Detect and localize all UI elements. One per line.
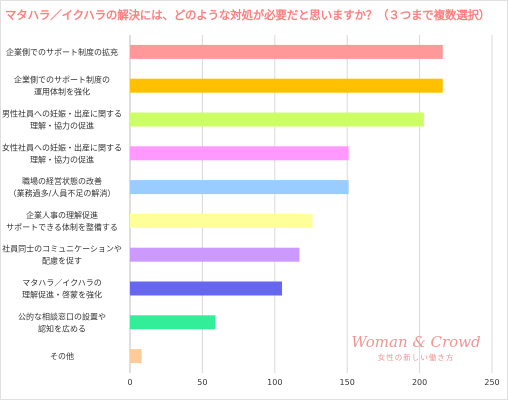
category-label: 男性社員への妊娠・出産に関する [2,109,122,119]
bar [130,180,349,195]
bar [130,146,349,161]
x-tick-label: 150 [340,378,355,387]
chart-title: マタハラ／イクハラの解決には、どのような対処が必要だと思いますか？（３つまで複数… [5,8,491,22]
bar [130,112,424,127]
category-label: その他 [50,351,74,361]
x-tick-label: 0 [127,378,132,387]
x-tick-label: 200 [412,378,427,387]
category-label: 認知を広める [38,323,86,333]
category-label: 理解・協力の促進 [30,154,94,164]
watermark-tagline: 女性の新しい働き方 [378,352,455,362]
category-label: 配慮を促す [42,256,82,266]
bar [130,247,300,262]
category-label: 企業人事の理解促進 [26,210,98,220]
category-label: 女性社員への妊娠・出産に関する [2,142,122,152]
category-label: 企業側でのサポート制度の拡充 [6,47,118,57]
category-label: サポートできる体制を整備する [6,222,118,232]
bar [130,44,443,59]
x-tick-label: 50 [197,378,207,387]
bar [130,281,283,296]
category-label: マタハラ／イクハラの [22,279,101,288]
category-label: 職場の経営状態の改善 [22,176,102,186]
category-label: 理解促進・啓蒙を強化 [22,290,102,300]
bar [130,213,313,228]
category-label: 理解・協力の促進 [30,121,94,131]
watermark-logo: Woman & Crowd [351,333,480,351]
category-label: 企業側でのサポート制度の [14,75,110,85]
category-label: 運用体制を強化 [34,87,90,97]
bar [130,78,443,93]
category-label: 公的な相談窓口の設置や [18,311,106,321]
bar [130,315,216,330]
category-label: 社員同士のコミュニケーションや [2,244,122,254]
bar [130,349,142,364]
category-label: （業務過多/人員不足の解消） [9,188,116,198]
x-tick-label: 100 [267,378,282,387]
x-tick-label: 250 [484,378,499,387]
